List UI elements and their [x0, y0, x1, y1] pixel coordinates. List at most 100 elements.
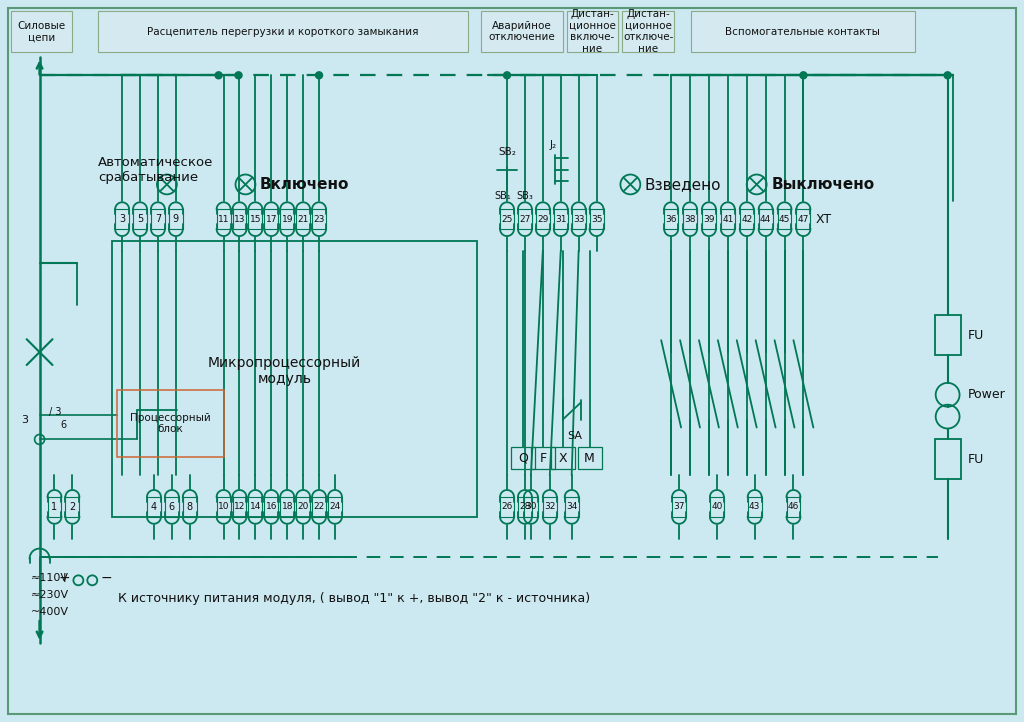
Text: 36: 36 [666, 214, 677, 224]
Text: 32: 32 [544, 503, 555, 511]
Bar [672, 497, 686, 517]
Text: 3: 3 [22, 414, 28, 425]
Bar [683, 209, 697, 229]
Text: Включено: Включено [259, 177, 349, 192]
Text: Процессорный
блок: Процессорный блок [130, 413, 211, 435]
Bar [566, 11, 618, 53]
Bar [47, 497, 61, 517]
Text: M: M [585, 452, 595, 465]
Text: 15: 15 [250, 214, 261, 224]
Bar [133, 209, 147, 229]
Circle shape [315, 71, 323, 79]
Text: 42: 42 [741, 214, 753, 224]
Text: 18: 18 [282, 503, 293, 511]
Bar [169, 209, 183, 229]
Text: 6: 6 [169, 502, 175, 512]
Text: 17: 17 [265, 214, 278, 224]
Bar [151, 209, 165, 229]
Text: 21: 21 [297, 214, 309, 224]
Bar [328, 497, 342, 517]
Circle shape [236, 71, 242, 79]
Bar [524, 497, 538, 517]
Bar [702, 209, 716, 229]
Text: XT: XT [815, 213, 831, 226]
Text: Взведено: Взведено [644, 177, 721, 192]
Text: 5: 5 [137, 214, 143, 224]
Bar [578, 448, 601, 469]
Text: Дистан-
ционное
отключе-
ние: Дистан- ционное отключе- ние [623, 9, 674, 54]
Text: X: X [558, 452, 567, 465]
Text: 8: 8 [186, 502, 193, 512]
Text: ≈230V: ≈230V [31, 590, 69, 600]
Text: 37: 37 [674, 503, 685, 511]
Bar [623, 11, 674, 53]
Bar [543, 497, 557, 517]
Bar [571, 209, 586, 229]
Bar [312, 497, 326, 517]
Text: 3: 3 [119, 214, 125, 224]
Bar [264, 497, 279, 517]
Bar [500, 209, 514, 229]
Text: 10: 10 [218, 503, 229, 511]
Text: Вспомогательные контакты: Вспомогательные контакты [725, 27, 881, 37]
Bar [797, 209, 810, 229]
Bar [165, 497, 179, 517]
Bar [739, 209, 754, 229]
Text: 16: 16 [265, 503, 278, 511]
Bar [777, 209, 792, 229]
Text: 38: 38 [684, 214, 695, 224]
Text: 25: 25 [502, 214, 513, 224]
Bar [511, 448, 535, 469]
Text: / 3: / 3 [48, 406, 61, 417]
Bar [551, 448, 574, 469]
Text: 14: 14 [250, 503, 261, 511]
Bar [113, 241, 477, 517]
Bar [10, 11, 73, 53]
Bar [935, 440, 961, 479]
Bar [98, 11, 468, 53]
Text: F: F [540, 452, 547, 465]
Bar [115, 209, 129, 229]
Text: 33: 33 [572, 214, 585, 224]
Text: 26: 26 [502, 503, 513, 511]
Text: FU: FU [968, 453, 984, 466]
Text: 47: 47 [798, 214, 809, 224]
Bar [554, 209, 567, 229]
Text: 46: 46 [787, 503, 799, 511]
Bar [296, 209, 310, 229]
Text: SB₂: SB₂ [498, 147, 516, 157]
Text: 11: 11 [218, 214, 229, 224]
Bar [530, 448, 555, 469]
Bar [147, 497, 161, 517]
Text: ≈110V: ≈110V [31, 573, 69, 583]
Text: 45: 45 [779, 214, 791, 224]
Bar [786, 497, 801, 517]
Bar [759, 209, 772, 229]
Text: 41: 41 [722, 214, 733, 224]
Text: 31: 31 [555, 214, 566, 224]
Bar [500, 497, 514, 517]
Bar [249, 497, 262, 517]
Bar [721, 209, 735, 229]
Text: К источнику питания модуля, ( вывод "1" к +, вывод "2" к - источника): К источнику питания модуля, ( вывод "1" … [118, 591, 590, 605]
Text: 6: 6 [60, 419, 67, 430]
Text: 13: 13 [233, 214, 245, 224]
Bar [281, 209, 294, 229]
Bar [183, 497, 197, 517]
Text: 39: 39 [703, 214, 715, 224]
Bar [536, 209, 550, 229]
Text: 4: 4 [151, 502, 157, 512]
Bar [935, 316, 961, 355]
Text: 19: 19 [282, 214, 293, 224]
Text: Дистан-
ционное
включе-
ние: Дистан- ционное включе- ние [569, 9, 616, 54]
Text: SA: SA [567, 432, 583, 441]
Bar [232, 209, 247, 229]
Text: Силовые
цепи: Силовые цепи [17, 21, 66, 43]
Text: SB₃: SB₃ [516, 191, 534, 201]
Text: 20: 20 [297, 503, 309, 511]
Text: 44: 44 [760, 214, 771, 224]
Text: 1: 1 [51, 502, 57, 512]
Text: 40: 40 [712, 503, 723, 511]
Bar [296, 497, 310, 517]
Text: 43: 43 [749, 503, 761, 511]
